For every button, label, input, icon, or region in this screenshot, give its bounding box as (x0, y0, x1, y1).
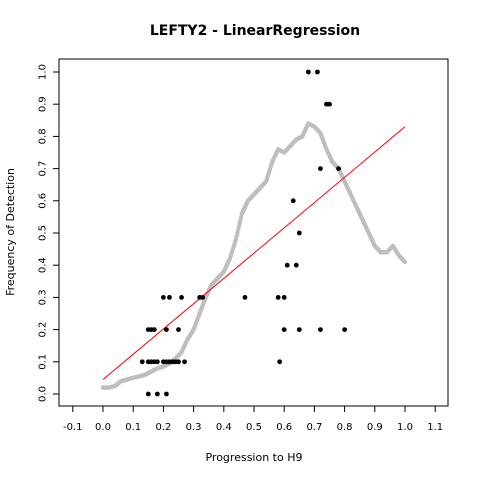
data-point (139, 359, 145, 365)
data-point (284, 262, 290, 268)
data-point (281, 295, 287, 300)
x-tick-label: 0.4 (216, 422, 232, 433)
y-tick-label: 0.9 (38, 96, 49, 112)
data-point (145, 391, 151, 397)
chart-title: LEFTY2 - LinearRegression (150, 23, 360, 39)
data-point (281, 327, 287, 332)
x-axis-label: Progression to H9 (205, 451, 302, 464)
data-point (293, 262, 299, 268)
data-point (182, 359, 187, 365)
y-axis-label: Frequency of Detection (4, 168, 17, 296)
y-tick-label: 0.2 (38, 322, 49, 338)
data-point (315, 69, 320, 75)
data-point (161, 295, 166, 300)
y-tick-label: 0.4 (38, 257, 49, 273)
regression-line (102, 126, 406, 380)
data-point (305, 69, 311, 75)
smooth-curve-point (402, 259, 408, 265)
x-axis: -0.1 0.0 0.1 0.2 0.3 0.4 0.5 0.6 0.7 0.8 0.9 1.0 1.1 (63, 405, 443, 433)
data-point (167, 295, 172, 300)
y-axis: 0.0 0.1 0.2 0.3 0.4 0.5 0.6 0.7 0.8 0.9 1.0 (38, 64, 60, 402)
y-tick-label: 0.1 (38, 354, 49, 370)
data-point (296, 327, 302, 332)
data-point (176, 359, 181, 365)
y-tick-label: 1.0 (38, 64, 49, 80)
y-tick-label: 0.6 (38, 193, 49, 209)
x-tick-label: 0.8 (337, 422, 353, 433)
data-point (336, 166, 341, 172)
points-layer (139, 69, 347, 397)
x-tick-label: -0.1 (63, 422, 83, 433)
data-point (154, 359, 160, 365)
data-point (242, 295, 248, 300)
data-point (327, 101, 332, 107)
y-tick-label: 0.5 (38, 225, 49, 241)
x-tick-label: 0.3 (186, 422, 202, 433)
data-point (200, 295, 206, 300)
x-tick-label: 0.0 (95, 422, 111, 433)
y-tick-label: 0.7 (38, 161, 49, 177)
data-point (318, 166, 323, 172)
x-tick-label: 0.7 (306, 422, 322, 433)
data-point (275, 295, 281, 300)
data-point (318, 327, 323, 332)
data-point (342, 327, 347, 332)
y-tick-label: 0.8 (38, 128, 49, 144)
x-tick-label: 0.6 (276, 422, 292, 433)
data-point (154, 391, 160, 397)
y-tick-label: 0.3 (38, 289, 49, 305)
x-tick-label: 0.5 (246, 422, 262, 433)
x-tick-label: 0.2 (155, 422, 171, 433)
y-tick-label: 0.0 (38, 386, 49, 402)
data-point (151, 327, 157, 332)
data-point (164, 327, 169, 332)
data-point (179, 295, 184, 300)
data-point (296, 230, 302, 236)
data-point (164, 391, 169, 397)
data-point (277, 359, 283, 365)
data-point (290, 198, 296, 204)
data-point (176, 327, 181, 332)
x-tick-label: 0.1 (125, 422, 141, 433)
x-tick-label: 1.0 (397, 422, 413, 433)
x-tick-label: 0.9 (367, 422, 383, 433)
x-tick-label: 1.1 (427, 422, 443, 433)
